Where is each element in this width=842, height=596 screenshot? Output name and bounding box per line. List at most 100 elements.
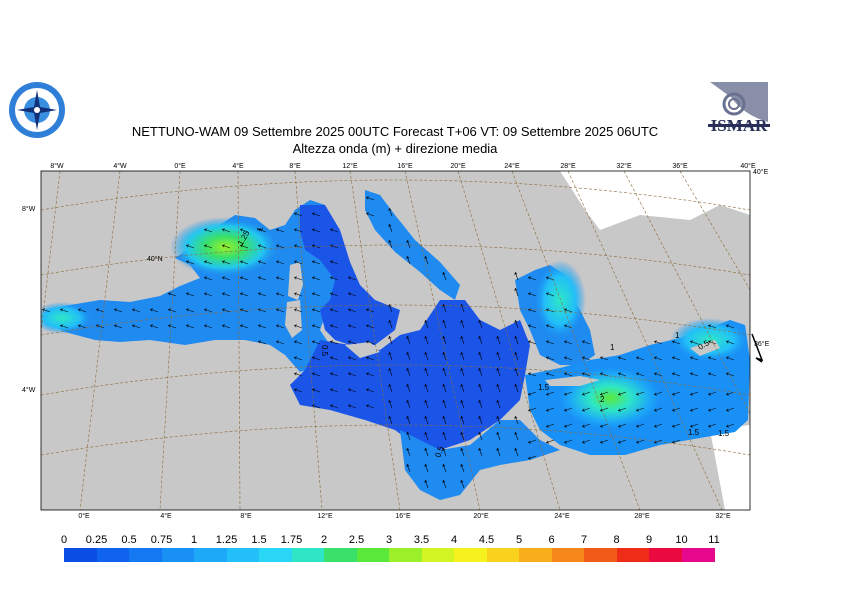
direction-arrow [708,372,717,377]
bottom-lon-label: 24°E [554,512,570,520]
direction-arrow [258,228,267,233]
direction-arrow-head [599,408,603,412]
direction-arrow [528,372,537,377]
direction-arrow-head [293,356,297,360]
direction-arrow-head [478,335,482,339]
direction-arrow-head [239,228,243,232]
direction-arrow [442,320,447,329]
direction-arrow-head [329,372,333,376]
colorbar-label: 8 [613,534,620,546]
colorbar-cell [421,548,455,562]
direction-arrow [528,324,537,329]
direction-arrow [388,384,393,393]
direction-arrow [312,356,321,361]
direction-arrow-head [635,392,639,396]
direction-arrow-head [725,424,729,428]
top-lon-label: 40°E [740,162,756,170]
direction-arrow-head [388,303,392,307]
wave-east-high [670,318,750,362]
direction-arrow-head [460,415,464,419]
left-logo [9,82,65,138]
colorbar-label: 5 [515,534,523,546]
direction-arrow-head [514,271,518,275]
direction-arrow-head [311,388,315,392]
direction-arrow-head [167,324,171,328]
colorbar-cell [324,548,357,562]
direction-arrow [496,432,501,441]
direction-arrow-head [599,372,603,376]
direction-arrow [294,372,303,377]
direction-arrow [348,276,357,281]
direction-arrow [240,244,249,249]
direction-arrow-head [59,324,63,328]
direction-arrow [636,372,645,377]
direction-arrow-head [275,244,279,248]
colorbar-cell [96,548,130,562]
direction-arrow [708,356,717,361]
colorbar-cell [551,548,585,562]
direction-arrow [582,356,591,361]
direction-arrow [528,391,537,396]
direction-arrow [496,416,501,425]
direction-arrow [460,368,465,377]
direction-arrow-head [671,408,675,412]
direction-arrow-head [514,415,518,419]
direction-arrow-head [424,255,428,259]
direction-arrow [258,244,267,249]
direction-arrow [388,224,393,233]
direction-arrow-head [442,447,446,451]
inner-lat-label: 40°N [147,255,163,263]
direction-arrow-head [460,447,464,451]
direction-arrow [654,407,663,412]
bottom-lon-label: 0°E [78,512,90,520]
direction-arrow [672,391,681,396]
direction-arrow [672,439,681,444]
direction-arrow-head [581,392,585,396]
direction-arrow [496,336,501,345]
direction-arrow-head [388,335,392,339]
direction-arrow-head [563,356,567,360]
direction-arrow-head [635,372,639,376]
direction-arrow-head [671,440,675,444]
direction-arrow [514,288,519,297]
direction-arrow-head [581,340,585,344]
direction-arrow-head [77,308,81,312]
direction-arrow [442,448,447,457]
top-lon-label: 0°E [174,162,186,170]
direction-arrow [240,276,249,281]
colorbar-label: 2.5 [348,534,365,546]
direction-arrow [186,260,195,265]
direction-arrow-head [563,440,567,444]
direction-arrow [442,304,447,313]
direction-arrow [726,324,735,329]
direction-arrow [496,352,501,361]
direction-arrow [348,388,357,393]
direction-arrow-head [347,388,351,392]
direction-arrow-head [725,356,729,360]
direction-arrow [460,304,465,313]
direction-arrow [514,368,519,377]
direction-arrow [618,423,627,428]
direction-arrow-head [329,404,333,408]
direction-arrow-head [581,424,585,428]
direction-arrow [406,384,411,393]
direction-arrow-head [635,356,639,360]
direction-arrow-head [442,383,446,387]
direction-arrow [478,432,483,441]
direction-arrow-head [406,367,410,371]
direction-arrow-head [424,367,428,371]
direction-arrow [726,423,735,428]
direction-arrow-head [563,392,567,396]
direction-arrow [672,423,681,428]
direction-arrow-head [293,276,297,280]
direction-arrow [618,356,627,361]
direction-arrow [366,324,375,329]
direction-arrow [240,260,249,265]
direction-arrow-head [329,228,333,232]
colorbar-label: 4.5 [478,534,495,546]
direction-arrow [726,391,735,396]
direction-arrow-head [275,324,279,328]
direction-arrow [276,260,285,265]
direction-arrow [132,308,141,313]
direction-arrow-head [496,351,500,355]
